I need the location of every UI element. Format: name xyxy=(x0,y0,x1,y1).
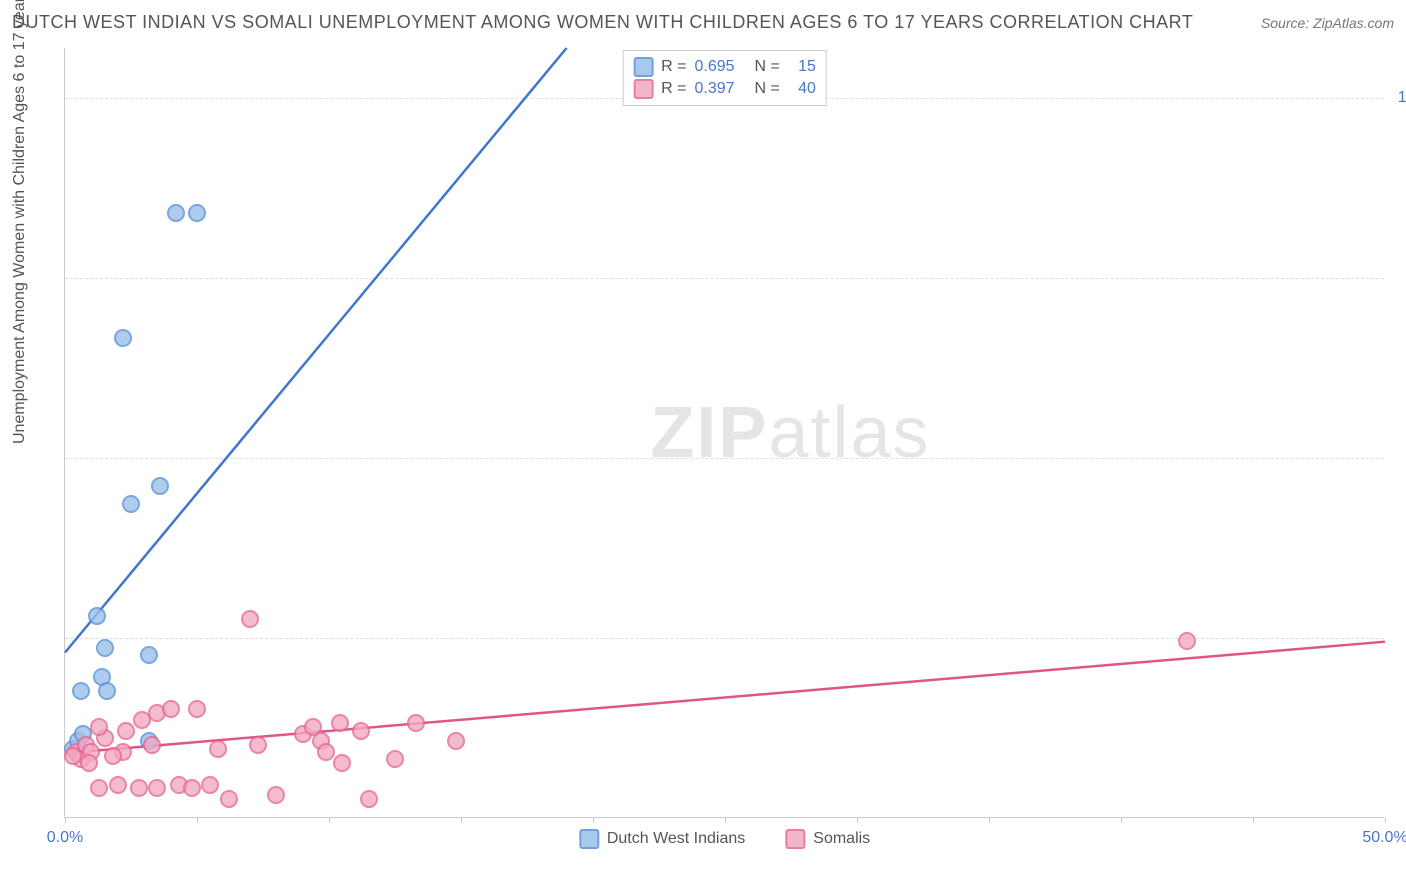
legend-r-label: R = xyxy=(661,58,686,76)
legend-row: R = 0.695 N = 15 xyxy=(633,57,816,77)
scatter-point xyxy=(109,776,127,794)
scatter-point xyxy=(167,204,185,222)
scatter-point xyxy=(90,718,108,736)
scatter-point xyxy=(140,646,158,664)
scatter-point xyxy=(117,722,135,740)
scatter-point xyxy=(148,779,166,797)
chart-title: DUTCH WEST INDIAN VS SOMALI UNEMPLOYMENT… xyxy=(12,12,1193,33)
title-bar: DUTCH WEST INDIAN VS SOMALI UNEMPLOYMENT… xyxy=(12,12,1394,33)
x-tick xyxy=(1253,817,1254,823)
scatter-point xyxy=(360,790,378,808)
trend-line xyxy=(65,642,1385,754)
x-tick-label: 0.0% xyxy=(47,829,83,847)
scatter-point xyxy=(331,714,349,732)
scatter-point xyxy=(130,779,148,797)
legend-r-label: R = xyxy=(661,80,686,98)
correlation-legend: R = 0.695 N = 15 R = 0.397 N = 40 xyxy=(622,50,827,106)
scatter-point xyxy=(386,750,404,768)
legend-n-label: N = xyxy=(755,80,780,98)
x-tick-label: 50.0% xyxy=(1362,829,1406,847)
scatter-point xyxy=(80,754,98,772)
legend-series-item: Dutch West Indians xyxy=(579,829,745,849)
x-tick xyxy=(1385,817,1386,823)
y-axis-label: Unemployment Among Women with Children A… xyxy=(11,0,29,444)
scatter-point xyxy=(407,714,425,732)
x-tick xyxy=(857,817,858,823)
scatter-point xyxy=(88,607,106,625)
legend-n-label: N = xyxy=(755,58,780,76)
scatter-point xyxy=(104,747,122,765)
legend-n-value: 40 xyxy=(788,80,816,98)
scatter-point xyxy=(162,700,180,718)
legend-n-value: 15 xyxy=(788,58,816,76)
plot-area: ZIPatlas 25.0%50.0%75.0%100.0% 0.0%50.0%… xyxy=(64,48,1384,818)
scatter-point xyxy=(90,779,108,797)
legend-swatch xyxy=(633,57,653,77)
scatter-point xyxy=(143,736,161,754)
scatter-point xyxy=(1178,632,1196,650)
legend-r-value: 0.397 xyxy=(694,80,734,98)
x-tick xyxy=(1121,817,1122,823)
x-tick xyxy=(329,817,330,823)
scatter-point xyxy=(333,754,351,772)
legend-swatch xyxy=(785,829,805,849)
legend-swatch xyxy=(579,829,599,849)
scatter-point xyxy=(98,682,116,700)
x-tick xyxy=(989,817,990,823)
series-legend: Dutch West Indians Somalis xyxy=(579,829,870,849)
legend-swatch xyxy=(633,79,653,99)
scatter-point xyxy=(249,736,267,754)
scatter-point xyxy=(209,740,227,758)
x-tick xyxy=(725,817,726,823)
scatter-point xyxy=(352,722,370,740)
legend-series-item: Somalis xyxy=(785,829,870,849)
x-tick xyxy=(461,817,462,823)
trend-lines xyxy=(65,48,1384,817)
scatter-point xyxy=(151,477,169,495)
trend-line xyxy=(65,48,567,652)
source-attribution: Source: ZipAtlas.com xyxy=(1261,15,1394,31)
scatter-point xyxy=(183,779,201,797)
scatter-point xyxy=(267,786,285,804)
legend-r-value: 0.695 xyxy=(694,58,734,76)
scatter-point xyxy=(201,776,219,794)
scatter-point xyxy=(188,204,206,222)
x-tick xyxy=(65,817,66,823)
x-tick xyxy=(197,817,198,823)
scatter-point xyxy=(447,732,465,750)
scatter-point xyxy=(72,682,90,700)
y-tick-label: 100.0% xyxy=(1398,89,1406,107)
scatter-point xyxy=(122,495,140,513)
scatter-point xyxy=(241,610,259,628)
scatter-point xyxy=(220,790,238,808)
scatter-point xyxy=(96,639,114,657)
legend-series-label: Somalis xyxy=(813,830,870,848)
scatter-point xyxy=(188,700,206,718)
scatter-point xyxy=(317,743,335,761)
legend-row: R = 0.397 N = 40 xyxy=(633,79,816,99)
legend-series-label: Dutch West Indians xyxy=(607,830,745,848)
x-tick xyxy=(593,817,594,823)
scatter-point xyxy=(114,329,132,347)
